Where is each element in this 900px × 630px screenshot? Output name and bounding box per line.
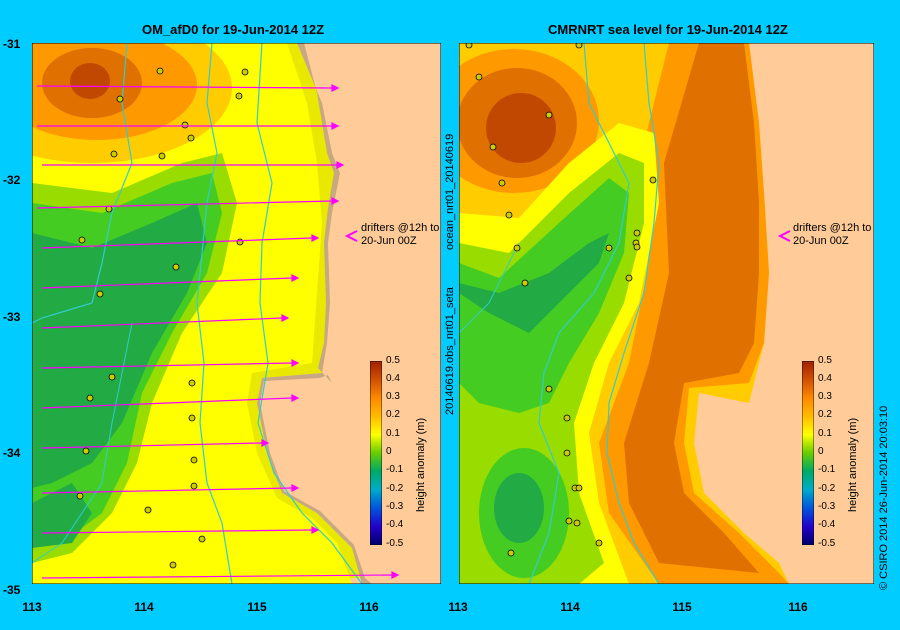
x-tick-label: 113: [22, 600, 42, 614]
colorbar-tick: 0.1: [386, 428, 400, 439]
right-side-label-top: ocean_nrt01_20140619: [444, 133, 456, 250]
colorbar-tick: 0.4: [818, 373, 832, 384]
left-drifters-note-line1: drifters @12h to: [361, 222, 440, 234]
x-tick-label: 116: [359, 600, 379, 614]
left-drifter-markers: [76, 67, 249, 569]
right-drifters-note-line2: 20-Jun 00Z: [793, 235, 849, 247]
colorbar-tick: -0.4: [818, 519, 836, 530]
colorbar-tick: 0: [386, 446, 392, 457]
credit-text: © CSIRO 2014 26-Jun-2014 20:03:10: [878, 405, 890, 590]
right-side-label-bottom: 20140619.obs_nrt01_seta: [444, 287, 456, 415]
right-map-title: CMRNRT sea level for 19-Jun-2014 12Z: [548, 22, 788, 37]
right-isobath-1: [528, 43, 630, 584]
colorbar-tick: 0.4: [386, 373, 400, 384]
colorbar-tick: 0.2: [386, 409, 400, 420]
colorbar-tick: 0.3: [386, 391, 400, 402]
x-tick-label: 115: [672, 600, 692, 614]
left-map-title: OM_afD0 for 19-Jun-2014 12Z: [142, 22, 325, 37]
colorbar-tick: -0.5: [818, 538, 836, 549]
right-colorbar: [802, 361, 814, 545]
right-map-panel: [459, 43, 874, 584]
right-drifter-pointer-icon: [778, 230, 791, 242]
y-tick-label: -34: [3, 446, 21, 460]
left-green-inner: [32, 203, 207, 488]
colorbar-tick: -0.5: [386, 538, 404, 549]
left-colorbar: [370, 361, 382, 545]
colorbar-tick: -0.3: [386, 501, 404, 512]
left-green-south: [32, 483, 92, 548]
right-green-south-inner: [494, 473, 544, 543]
colorbar-tick: -0.1: [818, 464, 836, 475]
x-tick-label: 114: [560, 600, 580, 614]
x-tick-label: 116: [788, 600, 808, 614]
colorbar-tick: -0.2: [818, 483, 836, 494]
x-tick-label: 114: [134, 600, 154, 614]
x-tick-label: 115: [247, 600, 267, 614]
left-map-panel: [32, 43, 441, 584]
right-colorbar-label: height anomaly (m): [847, 417, 859, 512]
colorbar-tick: -0.4: [386, 519, 404, 530]
left-colorbar-label: height anomaly (m): [415, 417, 427, 512]
colorbar-tick: 0.5: [818, 355, 832, 366]
colorbar-tick: -0.2: [386, 483, 404, 494]
right-isobath-2: [606, 43, 660, 584]
left-drifters-note: drifters @12h to 20-Jun 00Z: [361, 222, 439, 248]
x-tick-label: 113: [448, 600, 468, 614]
left-drifters-note-line2: 20-Jun 00Z: [361, 235, 417, 247]
left-isobath-1: [196, 43, 233, 584]
right-eddy-core: [486, 93, 556, 163]
right-drifters-note: drifters @12h to 20-Jun 00Z: [793, 222, 871, 248]
right-orange-band-inner: [624, 43, 759, 573]
colorbar-tick: 0.5: [386, 355, 400, 366]
colorbar-tick: -0.3: [818, 501, 836, 512]
right-green-deep: [459, 233, 609, 333]
colorbar-tick: 0: [818, 446, 824, 457]
y-tick-label: -33: [3, 310, 21, 324]
colorbar-tick: 0.3: [818, 391, 832, 402]
left-isobath-4: [32, 322, 133, 564]
y-tick-label: -35: [3, 583, 21, 597]
right-drifters-note-line1: drifters @12h to: [793, 222, 872, 234]
y-tick-label: -32: [3, 173, 21, 187]
left-drifter-pointer-icon: [345, 230, 358, 242]
colorbar-tick: 0.1: [818, 428, 832, 439]
right-drifter-markers: [465, 43, 657, 557]
right-isobath-3: [459, 242, 520, 334]
y-tick-label: -31: [3, 37, 21, 51]
colorbar-tick: 0.2: [818, 409, 832, 420]
left-velocity-arrows: [36, 84, 400, 579]
left-isobath-2: [32, 43, 133, 324]
colorbar-tick: -0.1: [386, 464, 404, 475]
left-eddy-core: [70, 63, 110, 99]
